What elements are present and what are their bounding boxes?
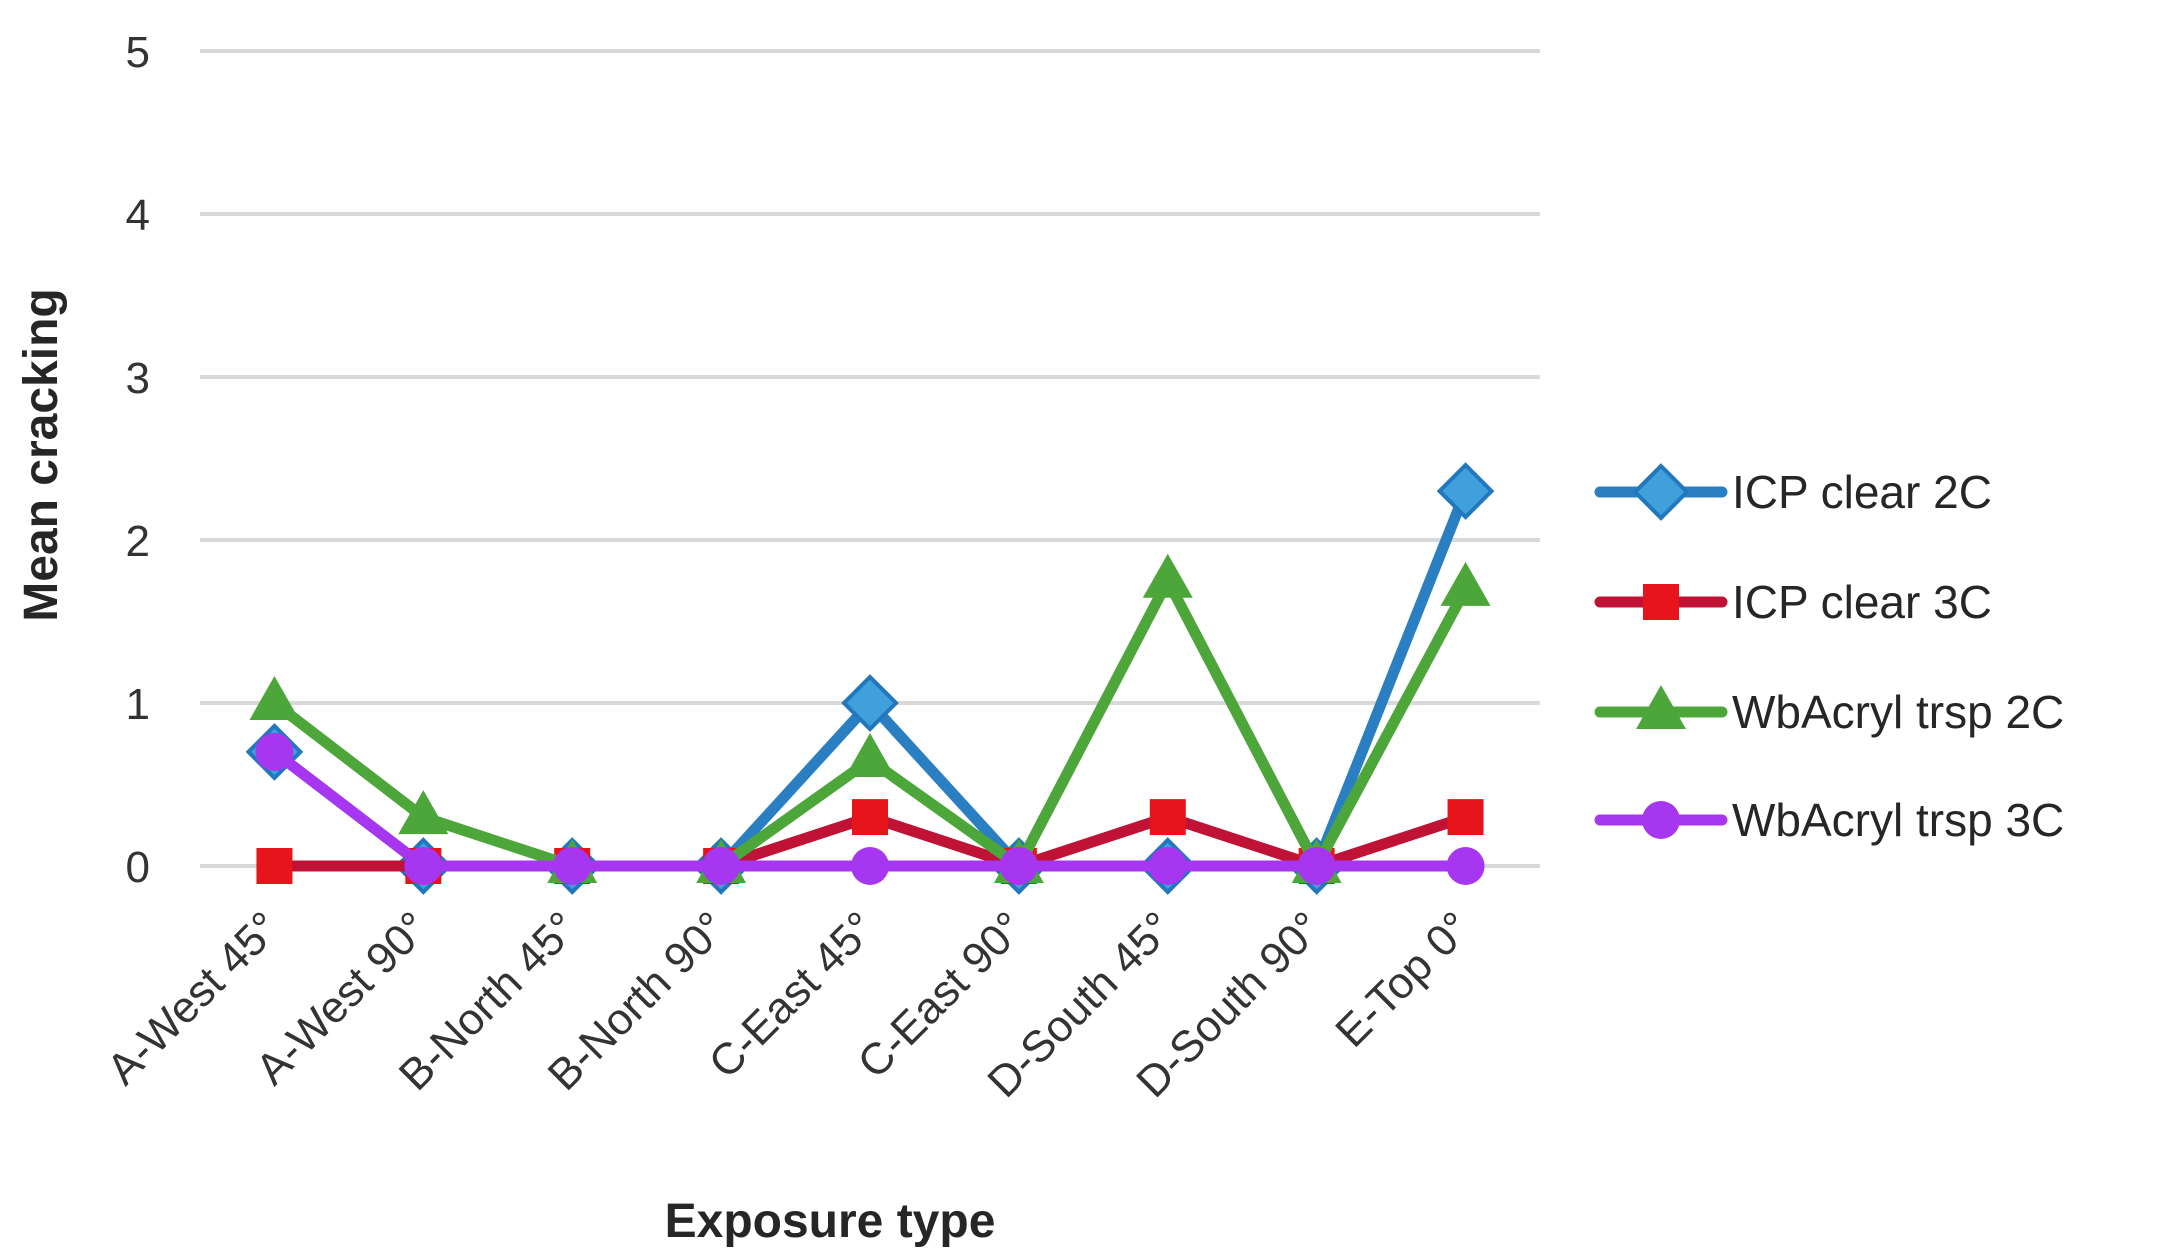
legend-label-icp-clear-3c: ICP clear 3C (1732, 576, 1992, 628)
y-axis-tick-labels: 0 1 2 3 4 5 (126, 28, 150, 892)
series-layer (245, 462, 1495, 895)
legend-label-wbacryl-trsp-2c: WbAcryl trsp 2C (1732, 686, 2064, 738)
x-tick-label-e-top-0: E-Top 0° (1326, 902, 1480, 1056)
y-axis-title: Mean cracking (15, 288, 68, 621)
legend-label-wbacryl-trsp-3c: WbAcryl trsp 3C (1732, 794, 2064, 846)
data-point-icp-clear-3c-0 (256, 848, 293, 884)
series-wbacryl-trsp-3c (255, 732, 1485, 885)
y-tick-label-3: 3 (126, 354, 150, 403)
legend-item-icp-clear-3c: ICP clear 3C (1594, 576, 1992, 628)
legend-marker-icp-clear-3c (1643, 584, 1679, 620)
data-point-wbacryl-trsp-2c-4 (845, 733, 895, 778)
data-point-icp-clear-2c-4 (841, 674, 899, 732)
data-point-icp-clear-3c-4 (852, 799, 888, 836)
legend-marker-wbacryl-trsp-3c (1642, 801, 1680, 839)
data-point-wbacryl-trsp-3c-4 (851, 847, 889, 885)
data-point-wbacryl-trsp-3c-7 (1297, 847, 1336, 885)
y-tick-label-4: 4 (126, 191, 150, 240)
data-point-wbacryl-trsp-2c-6 (1142, 553, 1193, 598)
data-point-wbacryl-trsp-3c-0 (255, 732, 294, 771)
legend-item-wbacryl-trsp-2c: WbAcryl trsp 2C (1594, 685, 2064, 738)
legend-label-icp-clear-2c: ICP clear 2C (1732, 466, 1992, 518)
y-tick-label-1: 1 (126, 680, 150, 729)
data-point-wbacryl-trsp-2c-0 (249, 676, 300, 720)
y-tick-label-5: 5 (126, 28, 150, 77)
data-point-icp-clear-2c-8 (1436, 462, 1495, 520)
data-point-wbacryl-trsp-2c-1 (398, 790, 449, 835)
x-axis-title: Exposure type (665, 1195, 996, 1248)
data-point-icp-clear-3c-6 (1149, 799, 1186, 836)
data-point-wbacryl-trsp-3c-3 (702, 847, 741, 885)
legend-item-wbacryl-trsp-3c: WbAcryl trsp 3C (1594, 794, 2064, 846)
chart-legend: ICP clear 2C ICP clear 3C WbAcryl trsp 2C W… (1594, 463, 2064, 846)
legend-marker-wbacryl-trsp-2c (1636, 685, 1686, 729)
data-point-wbacryl-trsp-3c-5 (999, 847, 1038, 885)
y-tick-label-0: 0 (126, 843, 150, 892)
x-axis-tick-labels: A-West 45°A-West 90°B-North 45°B-North 9… (98, 902, 1481, 1106)
data-point-icp-clear-3c-8 (1447, 799, 1484, 836)
data-point-wbacryl-trsp-3c-1 (404, 847, 443, 885)
y-tick-label-2: 2 (126, 517, 150, 566)
data-point-wbacryl-trsp-3c-2 (553, 847, 592, 885)
legend-item-icp-clear-2c: ICP clear 2C (1594, 463, 1992, 521)
data-point-wbacryl-trsp-2c-8 (1440, 561, 1491, 606)
data-point-wbacryl-trsp-3c-6 (1148, 847, 1187, 885)
legend-marker-icp-clear-2c (1632, 463, 1690, 521)
data-point-wbacryl-trsp-3c-8 (1446, 847, 1485, 885)
